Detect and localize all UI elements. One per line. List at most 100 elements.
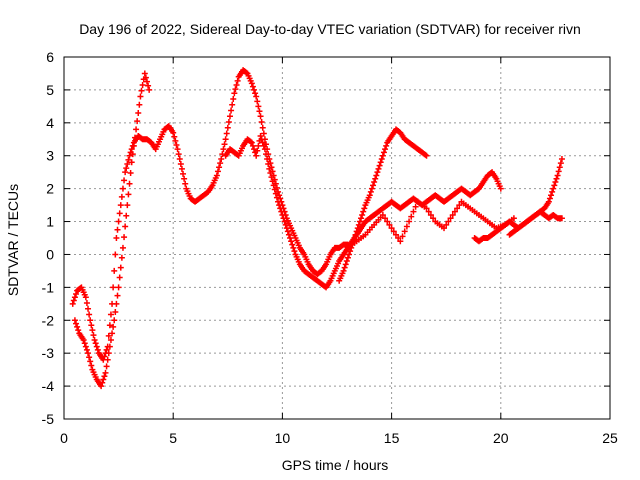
plus-marker xyxy=(107,337,114,344)
plus-marker xyxy=(117,202,124,209)
plus-marker xyxy=(106,343,113,350)
plus-marker xyxy=(356,218,363,225)
plus-marker xyxy=(85,350,92,357)
plus-marker xyxy=(145,82,152,89)
plus-marker xyxy=(344,254,351,261)
plus-marker xyxy=(74,323,81,330)
plus-marker xyxy=(176,156,183,163)
series-satellite-c xyxy=(222,132,365,291)
plus-marker xyxy=(271,186,278,193)
plus-marker xyxy=(124,202,131,209)
x-tick-label: 10 xyxy=(275,430,291,446)
plus-marker xyxy=(390,228,397,235)
plus-marker xyxy=(137,93,144,100)
plus-marker xyxy=(87,358,94,365)
plus-marker xyxy=(223,130,230,137)
plus-marker xyxy=(425,208,432,215)
plus-marker xyxy=(255,142,262,149)
plus-marker xyxy=(290,244,297,251)
plus-marker xyxy=(557,160,564,167)
plus-marker xyxy=(174,146,181,153)
plus-marker xyxy=(277,195,284,202)
plus-marker xyxy=(556,164,563,171)
plus-marker xyxy=(545,198,552,205)
plus-marker xyxy=(403,223,410,230)
plus-marker xyxy=(256,108,263,115)
plus-marker xyxy=(73,320,80,327)
plus-marker xyxy=(555,168,562,175)
plus-marker xyxy=(70,297,77,304)
plus-marker xyxy=(129,151,136,158)
plus-marker xyxy=(228,107,235,114)
plus-marker xyxy=(83,346,90,353)
plus-marker xyxy=(280,215,287,222)
plus-marker xyxy=(136,101,143,108)
plus-marker xyxy=(118,193,125,200)
plus-marker xyxy=(380,149,387,156)
plus-marker xyxy=(82,343,89,350)
plus-marker xyxy=(103,346,110,353)
plus-marker xyxy=(282,221,289,228)
plus-marker xyxy=(412,203,419,210)
plus-marker xyxy=(451,208,458,215)
plus-marker xyxy=(384,218,391,225)
y-tick-label: 3 xyxy=(46,148,54,164)
plus-marker xyxy=(71,317,78,324)
plus-marker xyxy=(232,86,239,93)
plus-marker xyxy=(172,137,179,144)
plus-marker xyxy=(260,130,267,137)
plus-marker xyxy=(112,309,119,316)
plus-marker xyxy=(85,305,92,312)
plus-marker xyxy=(388,225,395,232)
plus-marker xyxy=(118,254,125,261)
plus-marker xyxy=(128,159,135,166)
plus-marker xyxy=(445,218,452,225)
plus-marker xyxy=(130,142,137,149)
plus-marker xyxy=(115,218,122,225)
plus-marker xyxy=(366,192,373,199)
plus-marker xyxy=(134,118,141,125)
plus-marker xyxy=(216,164,223,171)
plus-marker xyxy=(273,194,280,201)
x-tick-label: 5 xyxy=(169,430,177,446)
plus-marker xyxy=(257,132,264,139)
plus-marker xyxy=(379,211,386,218)
plus-marker xyxy=(406,218,413,225)
y-tick-label: -1 xyxy=(42,279,55,295)
plus-marker xyxy=(253,93,260,100)
plus-marker xyxy=(287,235,294,241)
plus-marker xyxy=(382,215,389,222)
plus-marker xyxy=(92,340,99,347)
plus-marker xyxy=(99,379,106,386)
plus-marker xyxy=(247,138,254,145)
plus-marker xyxy=(423,152,430,159)
plus-marker xyxy=(90,332,97,339)
x-tick-label: 25 xyxy=(602,430,618,446)
plus-marker xyxy=(104,356,111,363)
plus-marker xyxy=(443,221,450,228)
plus-marker xyxy=(133,126,140,133)
plus-marker xyxy=(264,156,271,163)
plus-marker xyxy=(131,134,138,141)
plus-marker xyxy=(224,124,231,131)
y-tick-label: 1 xyxy=(46,214,54,230)
plus-marker xyxy=(75,327,82,334)
plus-marker xyxy=(114,226,121,233)
plus-marker xyxy=(346,251,353,258)
plus-marker xyxy=(359,211,366,218)
plus-marker xyxy=(119,185,126,192)
plus-marker xyxy=(82,294,89,301)
plus-marker xyxy=(371,179,378,186)
plus-marker xyxy=(86,311,93,318)
data-points xyxy=(69,67,565,390)
plus-marker xyxy=(281,218,288,225)
plus-marker xyxy=(289,241,296,248)
plus-marker xyxy=(113,235,120,241)
plus-marker xyxy=(342,261,349,268)
plus-marker xyxy=(112,251,119,258)
plus-marker xyxy=(177,160,184,167)
plus-marker xyxy=(553,175,560,182)
plus-marker xyxy=(254,98,261,105)
series-satellite-h xyxy=(506,208,565,238)
y-tick-label: -4 xyxy=(42,378,55,394)
